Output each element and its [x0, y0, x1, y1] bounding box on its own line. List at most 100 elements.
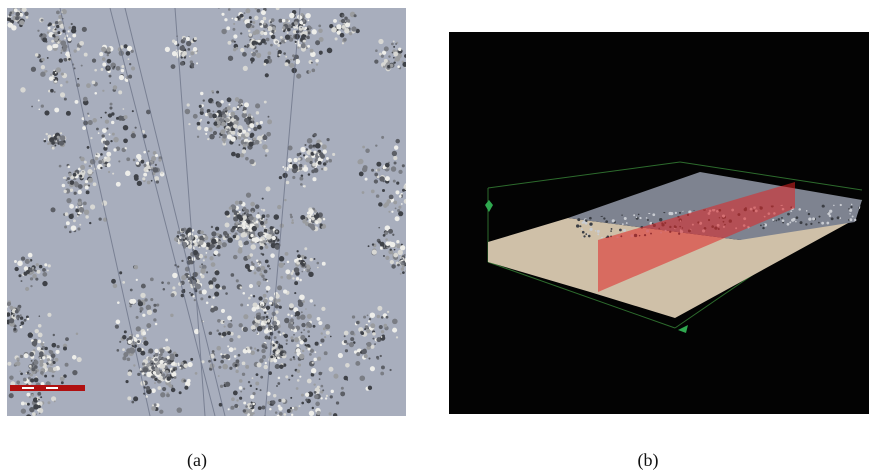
particle: [240, 286, 243, 289]
particle: [178, 364, 180, 366]
particle: [287, 32, 289, 34]
particle: [292, 219, 294, 221]
particle: [238, 242, 242, 246]
particle: [240, 225, 242, 227]
particle: [290, 358, 293, 361]
particle: [88, 120, 93, 125]
particle: [368, 320, 370, 322]
particle: [38, 100, 40, 102]
particle: [47, 24, 49, 26]
particle: [250, 234, 253, 237]
particle: [389, 195, 394, 200]
particle: [168, 384, 172, 388]
particle: [212, 114, 217, 119]
particle: [398, 250, 403, 255]
particle: [259, 23, 262, 26]
particle: [307, 45, 310, 48]
texture-dot: [611, 228, 613, 230]
particle: [333, 374, 338, 379]
particle: [160, 353, 163, 356]
particle: [179, 391, 182, 394]
texture-dot: [626, 222, 628, 224]
particle: [307, 31, 310, 34]
particle: [84, 161, 87, 164]
particle: [304, 256, 307, 259]
particle: [275, 364, 280, 369]
particle: [65, 363, 69, 367]
particle: [160, 349, 165, 354]
particle: [42, 356, 45, 359]
particle: [189, 235, 194, 240]
particle: [148, 169, 150, 171]
particle: [367, 315, 369, 317]
particle: [297, 369, 301, 373]
particle: [74, 192, 77, 195]
particle: [93, 182, 97, 186]
particle: [271, 444, 274, 447]
particle: [209, 331, 213, 335]
particle: [413, 153, 415, 155]
particle: [305, 269, 307, 271]
particle: [288, 158, 292, 162]
texture-dot: [808, 217, 811, 220]
particle: [109, 82, 111, 84]
particle: [295, 311, 300, 316]
particle: [393, 200, 397, 204]
particle: [237, 335, 240, 338]
particle: [261, 10, 266, 15]
particle: [263, 365, 267, 369]
particle: [208, 127, 212, 131]
particle: [79, 207, 84, 212]
particle: [278, 331, 281, 334]
particle: [248, 1, 252, 5]
particle: [332, 153, 335, 156]
particle: [126, 157, 130, 161]
particle: [79, 175, 82, 178]
particle: [307, 36, 310, 39]
particle: [303, 329, 305, 331]
particle: [410, 52, 414, 56]
particle: [267, 401, 270, 404]
particle: [316, 262, 319, 265]
particle: [59, 58, 63, 62]
particle: [292, 54, 295, 57]
particle: [136, 154, 141, 159]
particle: [257, 349, 260, 352]
particle: [312, 163, 316, 167]
particle: [202, 289, 207, 294]
particle: [9, 393, 14, 398]
particle: [326, 138, 329, 141]
particle: [166, 377, 170, 381]
particle: [240, 32, 242, 34]
particle: [108, 113, 112, 117]
particle: [361, 332, 364, 335]
particle: [274, 336, 277, 339]
particle: [303, 269, 305, 271]
particle: [320, 223, 323, 226]
particle: [382, 51, 386, 55]
particle: [299, 177, 303, 181]
particle: [56, 345, 59, 348]
particle: [313, 325, 316, 328]
particle: [256, 111, 259, 114]
particle: [225, 223, 230, 228]
particle: [291, 339, 294, 342]
particle: [229, 428, 234, 433]
particle: [371, 169, 374, 172]
particle: [131, 66, 135, 70]
particle: [264, 134, 266, 136]
particle: [280, 276, 283, 279]
particle: [40, 72, 45, 77]
particle: [143, 337, 147, 341]
particle: [87, 113, 89, 115]
particle: [146, 323, 151, 328]
particle: [312, 177, 316, 181]
particle: [247, 229, 249, 231]
particle: [244, 118, 249, 123]
particle: [259, 246, 263, 250]
particle: [362, 167, 367, 172]
particle: [394, 161, 397, 164]
particle: [67, 177, 70, 180]
texture-dot: [622, 223, 624, 225]
texture-dot: [787, 213, 790, 216]
